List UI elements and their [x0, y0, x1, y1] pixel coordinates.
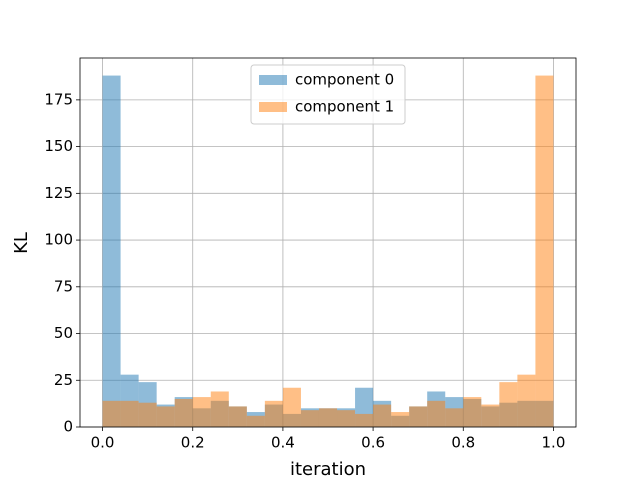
- legend-label: component 1: [295, 98, 394, 116]
- bar: [337, 410, 356, 427]
- y-tick-label: 0: [63, 418, 73, 436]
- x-axis-label: iteration: [290, 459, 366, 480]
- x-tick-label: 0.4: [271, 434, 295, 452]
- x-tick-label: 0.0: [91, 434, 115, 452]
- y-tick-label: 150: [44, 137, 73, 155]
- legend-swatch: [259, 75, 287, 85]
- y-tick-label: 175: [44, 90, 73, 108]
- legend-box: [250, 64, 406, 125]
- x-tick-label: 0.6: [361, 434, 385, 452]
- bar: [535, 75, 554, 428]
- legend-label: component 0: [295, 71, 394, 89]
- plot-frame: [79, 57, 577, 428]
- bar: [499, 382, 518, 427]
- bar: [300, 410, 319, 427]
- bar: [156, 406, 175, 427]
- bar: [463, 397, 482, 427]
- bar: [120, 400, 139, 427]
- bar: [192, 397, 211, 427]
- y-tick-label: 125: [44, 184, 73, 202]
- bar: [427, 400, 446, 427]
- bar: [228, 406, 247, 427]
- bar: [445, 408, 464, 427]
- x-tick-label: 0.2: [181, 434, 205, 452]
- bar: [355, 413, 374, 427]
- y-axis-label: KL: [11, 232, 32, 254]
- bar: [210, 391, 229, 427]
- bar: [138, 402, 157, 427]
- bar: [102, 400, 121, 427]
- bar: [517, 374, 536, 427]
- y-tick-label: 50: [54, 324, 73, 342]
- y-tick-label: 100: [44, 231, 73, 249]
- y-tick-label: 25: [54, 371, 73, 389]
- bar: [102, 75, 121, 428]
- legend-swatch: [259, 102, 287, 112]
- bar: [409, 406, 428, 427]
- bar: [174, 398, 193, 427]
- bar: [318, 408, 338, 427]
- bar: [246, 415, 265, 427]
- bar: [391, 412, 410, 427]
- x-tick-label: 0.8: [451, 434, 475, 452]
- x-tick-label: 1.0: [542, 434, 566, 452]
- y-tick-label: 75: [54, 277, 73, 295]
- bar: [282, 387, 301, 427]
- bar: [373, 404, 392, 427]
- bar: [481, 404, 500, 427]
- bar: [264, 400, 283, 427]
